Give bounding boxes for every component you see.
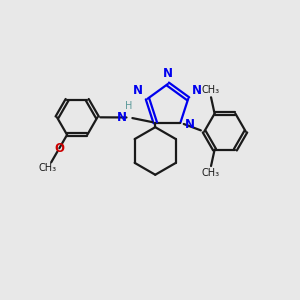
Text: N: N <box>133 84 143 97</box>
Text: N: N <box>192 84 202 97</box>
Text: CH₃: CH₃ <box>39 163 57 173</box>
Text: N: N <box>184 118 195 131</box>
Text: N: N <box>163 67 173 80</box>
Text: O: O <box>54 142 64 155</box>
Text: H: H <box>124 101 132 111</box>
Text: CH₃: CH₃ <box>202 85 220 95</box>
Text: N: N <box>116 111 127 124</box>
Text: CH₃: CH₃ <box>202 168 220 178</box>
